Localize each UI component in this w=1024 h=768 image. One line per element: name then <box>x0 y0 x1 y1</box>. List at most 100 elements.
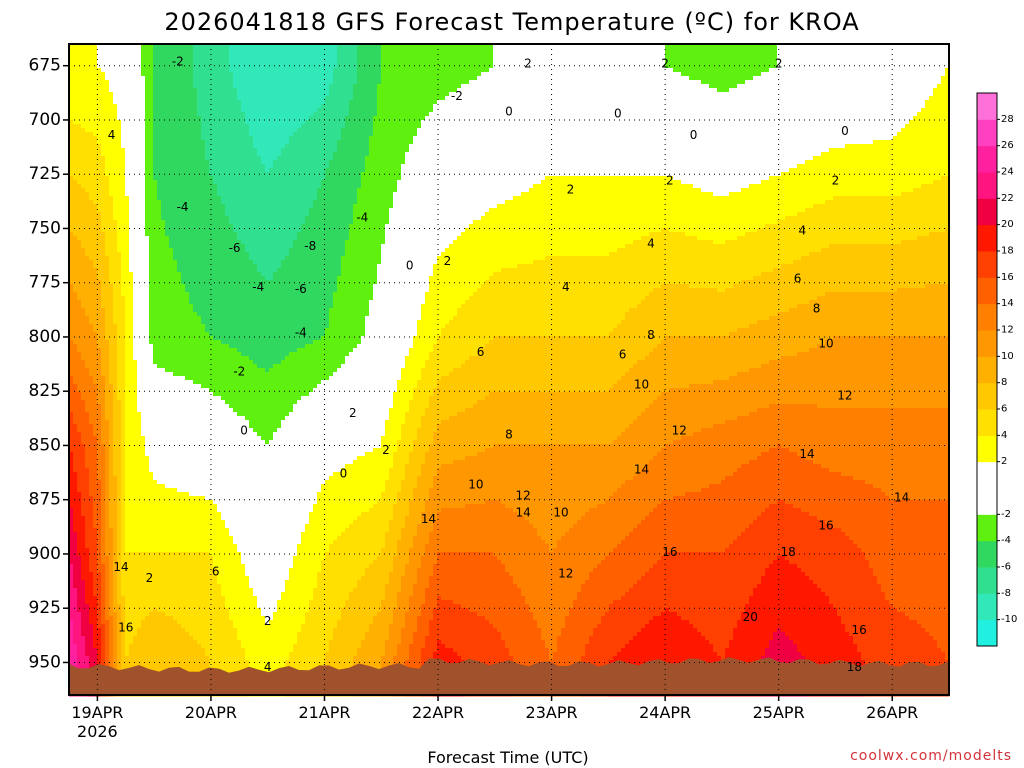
temperature-cell <box>77 580 82 585</box>
temperature-cell <box>73 500 78 505</box>
temperature-cell <box>85 412 90 417</box>
temperature-cell <box>73 408 78 413</box>
temperature-cell <box>89 628 94 633</box>
temperature-cell <box>93 68 98 73</box>
temperature-cell <box>85 148 90 153</box>
temperature-cell <box>85 420 90 425</box>
temperature-cell <box>93 432 98 437</box>
temperature-cell <box>93 56 98 61</box>
temperature-cell <box>73 92 78 97</box>
temperature-cell <box>73 120 78 125</box>
temperature-cell <box>81 420 86 425</box>
temperature-cell <box>89 52 94 57</box>
temperature-cell <box>93 172 98 177</box>
temperature-cell <box>81 556 86 561</box>
temperature-cell <box>93 560 98 565</box>
temperature-cell <box>81 168 86 173</box>
temperature-cell <box>85 280 90 285</box>
temperature-cell <box>73 76 78 81</box>
temperature-cell <box>85 60 90 65</box>
temperature-cell <box>93 520 98 525</box>
temperature-cell <box>93 496 98 501</box>
temperature-cell <box>85 496 90 501</box>
temperature-cell <box>73 296 78 301</box>
temperature-cell <box>93 104 98 109</box>
temperature-cell <box>73 164 78 169</box>
temperature-cell <box>93 612 98 617</box>
temperature-cell <box>93 76 98 81</box>
temperature-cell <box>85 296 90 301</box>
temperature-cell <box>73 604 78 609</box>
temperature-cell <box>77 144 82 149</box>
temperature-cell <box>85 144 90 149</box>
temperature-cell <box>89 328 94 333</box>
temperature-cell <box>81 628 86 633</box>
temperature-cell <box>85 560 90 565</box>
temperature-cell <box>89 168 94 173</box>
temperature-cell <box>77 60 82 65</box>
temperature-cell <box>97 128 102 133</box>
temperature-cell <box>73 268 78 273</box>
temperature-cell <box>85 92 90 97</box>
temperature-cell <box>97 240 102 245</box>
temperature-cell <box>81 248 86 253</box>
temperature-cell <box>77 208 82 213</box>
temperature-cell <box>73 608 78 613</box>
temperature-cell <box>93 568 98 573</box>
temperature-cell <box>85 568 90 573</box>
temperature-cell <box>77 136 82 141</box>
temperature-cell <box>89 464 94 469</box>
temperature-cell <box>73 540 78 545</box>
temperature-cell <box>77 68 82 73</box>
temperature-cell <box>93 648 98 653</box>
temperature-cell <box>73 568 78 573</box>
temperature-cell <box>93 228 98 233</box>
temperature-cell <box>77 600 82 605</box>
temperature-cell <box>73 440 78 445</box>
temperature-cell <box>73 520 78 525</box>
temperature-cell <box>85 96 90 101</box>
temperature-cell <box>93 596 98 601</box>
temperature-cell <box>85 364 90 369</box>
temperature-cell <box>73 584 78 589</box>
temperature-cell <box>89 468 94 473</box>
temperature-cell <box>93 184 98 189</box>
temperature-cell <box>93 248 98 253</box>
temperature-cell <box>85 248 90 253</box>
temperature-cell <box>93 384 98 389</box>
temperature-cell <box>81 484 86 489</box>
temperature-cell <box>93 400 98 405</box>
temperature-cell <box>93 144 98 149</box>
temperature-cell <box>77 324 82 329</box>
temperature-cell <box>73 392 78 397</box>
temperature-cell <box>85 436 90 441</box>
temperature-cell <box>81 364 86 369</box>
temperature-cell <box>89 68 94 73</box>
temperature-cell <box>81 568 86 573</box>
temperature-cell <box>81 52 86 57</box>
temperature-cell <box>73 180 78 185</box>
temperature-cell <box>85 512 90 517</box>
temperature-cell <box>73 580 78 585</box>
temperature-cell <box>93 176 98 181</box>
temperature-cell <box>73 244 78 249</box>
temperature-cell <box>89 452 94 457</box>
temperature-cell <box>93 164 98 169</box>
temperature-cell <box>73 324 78 329</box>
temperature-cell <box>73 512 78 517</box>
temperature-cell <box>85 424 90 429</box>
temperature-cell <box>93 52 98 57</box>
temperature-cell <box>93 356 98 361</box>
temperature-cell <box>85 116 90 121</box>
temperature-cell <box>81 252 86 257</box>
temperature-cell <box>93 532 98 537</box>
temperature-cell <box>81 184 86 189</box>
temperature-cell <box>85 156 90 161</box>
temperature-cell <box>93 352 98 357</box>
temperature-cell <box>77 236 82 241</box>
temperature-cell <box>77 296 82 301</box>
temperature-cell <box>77 616 82 621</box>
temperature-cell <box>77 440 82 445</box>
temperature-cell <box>93 476 98 481</box>
